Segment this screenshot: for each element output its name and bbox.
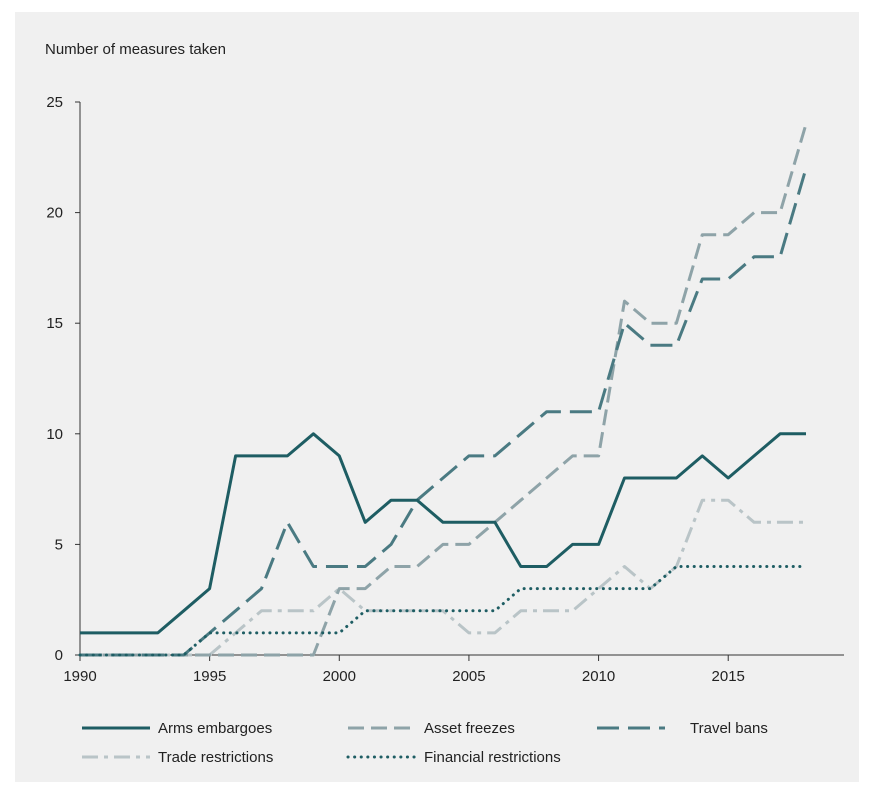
legend-label: Trade restrictions bbox=[158, 749, 273, 766]
x-tick-label: 2010 bbox=[582, 668, 615, 685]
series-layer bbox=[78, 123, 808, 657]
legend-label: Arms embargoes bbox=[158, 720, 272, 737]
series-line-asset-freezes bbox=[80, 123, 808, 657]
y-tick-label: 0 bbox=[55, 647, 63, 664]
series-line-travel-bans bbox=[80, 167, 808, 657]
x-tick-label: 2005 bbox=[452, 668, 485, 685]
y-tick-label: 10 bbox=[46, 426, 63, 443]
line-chart: Number of measures taken 0 5 10 15 20 25 1990 1… bbox=[45, 41, 844, 766]
x-tick-label: 2015 bbox=[712, 668, 745, 685]
legend: Arms embargoes Asset freezes Travel bans Tr… bbox=[82, 720, 768, 766]
y-tick-label: 25 bbox=[46, 94, 63, 111]
axes: 0 5 10 15 20 25 1990 1995 2000 2005 2010 2015 bbox=[46, 94, 844, 685]
y-tick-label: 5 bbox=[55, 536, 63, 553]
x-tick-label: 2000 bbox=[323, 668, 356, 685]
series-line-financial-restrictions bbox=[78, 565, 808, 657]
legend-label: Financial restrictions bbox=[424, 749, 561, 766]
x-tick-label: 1995 bbox=[193, 668, 226, 685]
x-tick-label: 1990 bbox=[63, 668, 96, 685]
chart-panel: Number of measures taken 0 5 10 15 20 25 1990 1… bbox=[15, 12, 859, 782]
y-axis-title: Number of measures taken bbox=[45, 41, 226, 58]
legend-label: Asset freezes bbox=[424, 720, 515, 737]
series-line-arms-embargoes bbox=[80, 432, 806, 635]
y-tick-label: 15 bbox=[46, 315, 63, 332]
legend-label: Travel bans bbox=[690, 720, 768, 737]
y-tick-label: 20 bbox=[46, 205, 63, 222]
